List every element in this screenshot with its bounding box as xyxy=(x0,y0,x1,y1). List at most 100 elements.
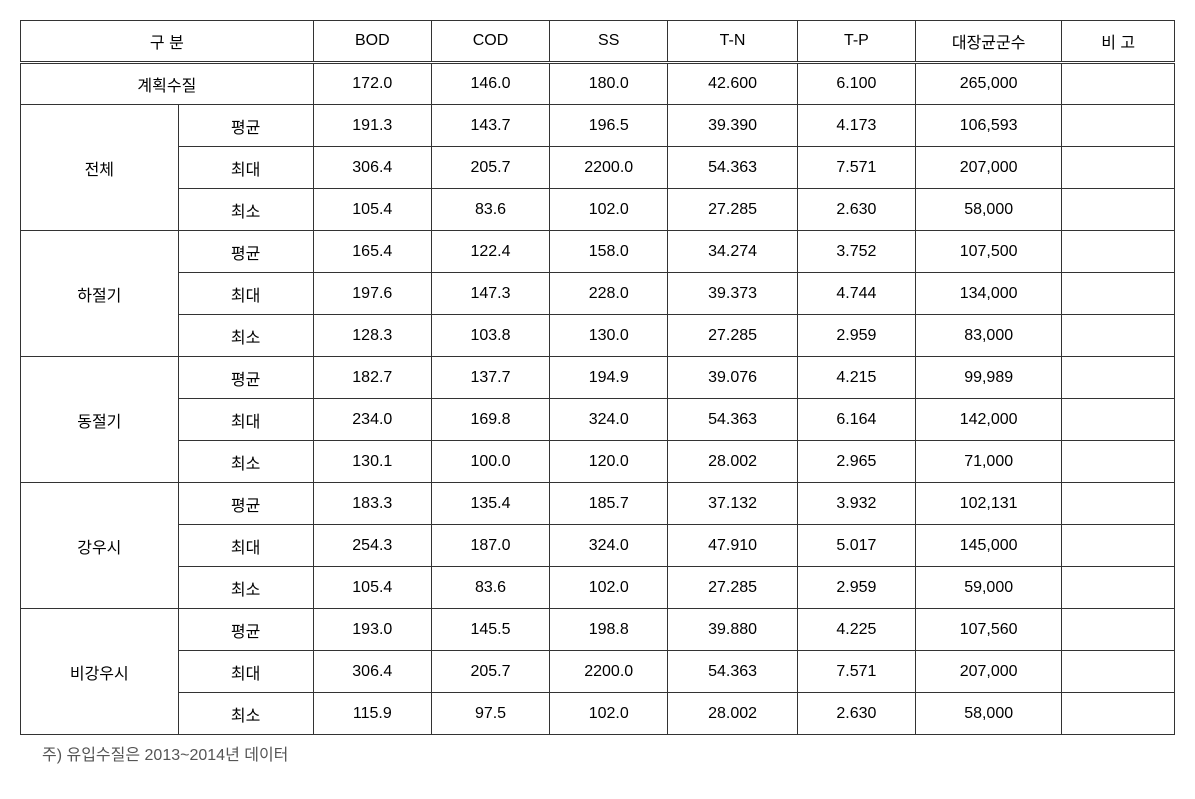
header-row: 구 분 BOD COD SS T-N T-P 대장균군수 비 고 xyxy=(21,21,1175,63)
cell-ss: 158.0 xyxy=(550,231,668,273)
cell-cod: 122.4 xyxy=(431,231,549,273)
table-row: 비강우시평균193.0145.5198.839.8804.225107,560 xyxy=(21,609,1175,651)
cell-label: 최대 xyxy=(178,525,313,567)
group-name: 동절기 xyxy=(21,357,179,483)
table-row: 동절기평균182.7137.7194.939.0764.21599,989 xyxy=(21,357,1175,399)
cell-cod: 205.7 xyxy=(431,651,549,693)
cell-note xyxy=(1062,147,1175,189)
cell-ss: 198.8 xyxy=(550,609,668,651)
table-row: 최소115.997.5102.028.0022.63058,000 xyxy=(21,693,1175,735)
header-coliform: 대장균군수 xyxy=(915,21,1061,63)
cell-ss: 120.0 xyxy=(550,441,668,483)
cell-ss: 102.0 xyxy=(550,567,668,609)
cell-note xyxy=(1062,567,1175,609)
planned-ss: 180.0 xyxy=(550,63,668,105)
cell-coliform: 58,000 xyxy=(915,189,1061,231)
cell-tn: 54.363 xyxy=(668,651,797,693)
cell-tn: 27.285 xyxy=(668,567,797,609)
header-bod: BOD xyxy=(313,21,431,63)
cell-cod: 143.7 xyxy=(431,105,549,147)
table-row: 최소130.1100.0120.028.0022.96571,000 xyxy=(21,441,1175,483)
cell-tp: 2.959 xyxy=(797,567,915,609)
cell-label: 최대 xyxy=(178,273,313,315)
cell-cod: 187.0 xyxy=(431,525,549,567)
cell-cod: 83.6 xyxy=(431,189,549,231)
cell-coliform: 207,000 xyxy=(915,147,1061,189)
cell-tn: 54.363 xyxy=(668,147,797,189)
cell-coliform: 145,000 xyxy=(915,525,1061,567)
cell-tn: 39.880 xyxy=(668,609,797,651)
cell-bod: 193.0 xyxy=(313,609,431,651)
cell-label: 평균 xyxy=(178,231,313,273)
planned-row: 계획수질 172.0 146.0 180.0 42.600 6.100 265,… xyxy=(21,63,1175,105)
cell-cod: 97.5 xyxy=(431,693,549,735)
planned-bod: 172.0 xyxy=(313,63,431,105)
cell-note xyxy=(1062,441,1175,483)
cell-label: 최대 xyxy=(178,651,313,693)
cell-note xyxy=(1062,189,1175,231)
cell-cod: 103.8 xyxy=(431,315,549,357)
cell-label: 최소 xyxy=(178,693,313,735)
cell-cod: 83.6 xyxy=(431,567,549,609)
cell-tn: 27.285 xyxy=(668,315,797,357)
cell-ss: 228.0 xyxy=(550,273,668,315)
cell-bod: 115.9 xyxy=(313,693,431,735)
cell-tn: 39.390 xyxy=(668,105,797,147)
cell-ss: 324.0 xyxy=(550,525,668,567)
cell-coliform: 106,593 xyxy=(915,105,1061,147)
cell-tn: 54.363 xyxy=(668,399,797,441)
table-row: 최대306.4205.72200.054.3637.571207,000 xyxy=(21,651,1175,693)
cell-cod: 100.0 xyxy=(431,441,549,483)
cell-coliform: 102,131 xyxy=(915,483,1061,525)
table-row: 최대234.0169.8324.054.3636.164142,000 xyxy=(21,399,1175,441)
cell-bod: 182.7 xyxy=(313,357,431,399)
header-tn: T-N xyxy=(668,21,797,63)
cell-cod: 205.7 xyxy=(431,147,549,189)
cell-ss: 324.0 xyxy=(550,399,668,441)
cell-ss: 130.0 xyxy=(550,315,668,357)
cell-tp: 4.173 xyxy=(797,105,915,147)
cell-tn: 28.002 xyxy=(668,441,797,483)
planned-note xyxy=(1062,63,1175,105)
cell-ss: 196.5 xyxy=(550,105,668,147)
cell-bod: 191.3 xyxy=(313,105,431,147)
cell-cod: 145.5 xyxy=(431,609,549,651)
cell-cod: 135.4 xyxy=(431,483,549,525)
water-quality-table: 구 분 BOD COD SS T-N T-P 대장균군수 비 고 계획수질 17… xyxy=(20,20,1175,735)
planned-tn: 42.600 xyxy=(668,63,797,105)
cell-tp: 2.959 xyxy=(797,315,915,357)
cell-coliform: 71,000 xyxy=(915,441,1061,483)
cell-label: 최소 xyxy=(178,315,313,357)
cell-label: 최소 xyxy=(178,189,313,231)
cell-tp: 4.225 xyxy=(797,609,915,651)
header-ss: SS xyxy=(550,21,668,63)
cell-bod: 306.4 xyxy=(313,651,431,693)
cell-coliform: 207,000 xyxy=(915,651,1061,693)
cell-bod: 105.4 xyxy=(313,567,431,609)
group-name: 비강우시 xyxy=(21,609,179,735)
group-name: 하절기 xyxy=(21,231,179,357)
cell-tp: 6.164 xyxy=(797,399,915,441)
group-name: 전체 xyxy=(21,105,179,231)
cell-ss: 2200.0 xyxy=(550,651,668,693)
cell-ss: 102.0 xyxy=(550,189,668,231)
table-row: 전체평균191.3143.7196.539.3904.173106,593 xyxy=(21,105,1175,147)
cell-label: 평균 xyxy=(178,357,313,399)
table-row: 강우시평균183.3135.4185.737.1323.932102,131 xyxy=(21,483,1175,525)
cell-cod: 147.3 xyxy=(431,273,549,315)
cell-tp: 3.752 xyxy=(797,231,915,273)
cell-tn: 39.076 xyxy=(668,357,797,399)
cell-bod: 165.4 xyxy=(313,231,431,273)
cell-coliform: 142,000 xyxy=(915,399,1061,441)
cell-bod: 105.4 xyxy=(313,189,431,231)
cell-note xyxy=(1062,651,1175,693)
header-tp: T-P xyxy=(797,21,915,63)
planned-tp: 6.100 xyxy=(797,63,915,105)
cell-bod: 234.0 xyxy=(313,399,431,441)
planned-label: 계획수질 xyxy=(21,63,314,105)
cell-tp: 7.571 xyxy=(797,147,915,189)
cell-label: 최소 xyxy=(178,567,313,609)
table-row: 최대197.6147.3228.039.3734.744134,000 xyxy=(21,273,1175,315)
table-row: 최대306.4205.72200.054.3637.571207,000 xyxy=(21,147,1175,189)
cell-label: 최대 xyxy=(178,399,313,441)
